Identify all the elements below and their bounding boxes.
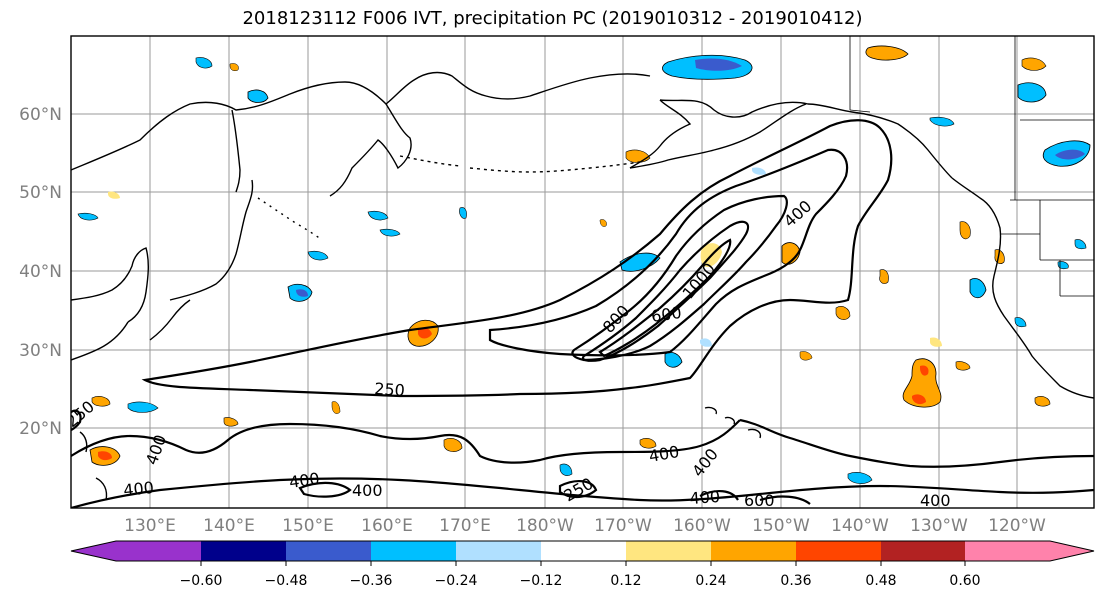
colorbar-tick-label: 0.12 [610, 573, 641, 589]
contour-label-600-jet: 600 [650, 303, 683, 326]
map-area [71, 36, 1094, 508]
map-frame [70, 35, 1095, 509]
lon-label-150w: 150°W [752, 516, 810, 536]
lon-label-150e: 150°E [282, 516, 334, 536]
contour-label-250-west: 250 [374, 379, 406, 400]
gridlines [71, 36, 1094, 508]
colorbar-tick-label: −0.36 [350, 573, 393, 589]
colorbar-segment-2 [286, 541, 371, 561]
colorbar-segment-4 [456, 541, 541, 561]
colorbar-tick-label: 0.48 [865, 573, 896, 589]
colorbar-segment-1 [201, 541, 286, 561]
lon-label-140e: 140°E [203, 516, 255, 536]
lon-label-170e: 170°E [439, 516, 491, 536]
coastlines [71, 71, 1094, 501]
lat-label-60n: 60°N [19, 105, 62, 125]
contour-label-400-east: 400 [920, 491, 951, 510]
figure-title: 2018123112 F006 IVT, precipitation PC (2… [242, 8, 863, 29]
lon-label-160w: 160°W [673, 516, 731, 536]
contour-label-400-west-b: 400 [122, 478, 154, 500]
colorbar-segment-9 [881, 541, 965, 561]
longitude-labels: 130°E 140°E 150°E 160°E 170°E 180°W 170°… [124, 516, 1046, 536]
lat-label-30n: 30°N [19, 341, 62, 361]
colorbar-segment-7 [711, 541, 796, 561]
lat-label-40n: 40°N [19, 262, 62, 282]
latitude-labels: 60°N 50°N 40°N 30°N 20°N [19, 105, 62, 439]
colorbar-outline [70, 540, 1095, 562]
colorbar-tick-label: 0.36 [780, 573, 811, 589]
colorbar-tick-label: −0.24 [435, 573, 478, 589]
lon-label-180w: 180°W [516, 516, 574, 536]
contour-label-400-mid: 400 [352, 481, 383, 500]
lat-label-20n: 20°N [19, 419, 62, 439]
colorbar-tick-label: 0.60 [949, 573, 980, 589]
colorbar-segment-8 [796, 541, 881, 561]
contour-label-400-south-c: 400 [689, 487, 721, 508]
colorbar-tick-label: −0.48 [265, 573, 308, 589]
ivt-contours [71, 119, 1094, 508]
colorbar-ticks [200, 561, 966, 566]
lon-label-130e: 130°E [124, 516, 176, 536]
colorbar-segment-5 [541, 541, 626, 561]
lon-label-140w: 140°W [831, 516, 889, 536]
colorbar-extend-high [965, 541, 1094, 561]
colorbar: −0.60 −0.48 −0.36 −0.24 −0.12 0.12 0.24 … [70, 540, 1095, 589]
lon-label-170w: 170°W [594, 516, 652, 536]
colorbar-tick-label: −0.12 [520, 573, 563, 589]
lat-label-50n: 50°N [19, 183, 62, 203]
lon-label-160e: 160°E [361, 516, 413, 536]
lon-label-120w: 120°W [988, 516, 1046, 536]
colorbar-extend-low [71, 541, 201, 561]
colorbar-tick-label: −0.60 [180, 573, 223, 589]
political-borders [849, 36, 1094, 297]
colorbar-tick-label: 0.24 [695, 573, 726, 589]
lon-label-130w: 130°W [910, 516, 968, 536]
contour-label-400-west-c: 400 [288, 469, 321, 492]
colorbar-segment-3 [371, 541, 456, 561]
contour-label-600-south: 600 [744, 491, 775, 510]
colorbar-segment-6 [626, 541, 711, 561]
